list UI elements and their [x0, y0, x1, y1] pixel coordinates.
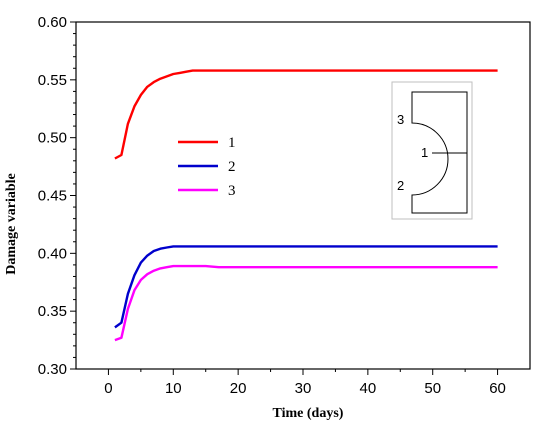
y-tick-label: 0.50 [38, 130, 67, 147]
series-line-2 [114, 245, 498, 329]
inset-border [391, 81, 473, 220]
series-lines [114, 69, 498, 342]
x-tick-label: 20 [230, 380, 247, 397]
y-tick-label: 0.30 [38, 361, 67, 378]
inset-label-1: 1 [421, 145, 428, 160]
inset-diagram: 3 1 2 [391, 81, 473, 220]
legend-label-1: 1 [228, 135, 236, 151]
axes: 0.30 0.35 0.40 0.45 0.50 0.55 0.60 0 10 20 30 40 50 6… [38, 14, 531, 397]
inset-label-3: 3 [397, 112, 404, 127]
legend: 1 2 3 [178, 135, 236, 199]
legend-label-2: 2 [228, 159, 236, 175]
x-axis-title: Time (days) [273, 406, 344, 421]
y-tick-label: 0.40 [38, 245, 67, 262]
y-tick-label: 0.45 [38, 188, 67, 205]
y-axis-title: Damage variable [4, 173, 19, 274]
x-tick-label: 60 [489, 380, 506, 397]
plot-frame [75, 21, 531, 370]
series-line-3 [114, 264, 498, 342]
x-tick-label: 0 [104, 380, 112, 397]
y-tick-label: 0.35 [38, 303, 67, 320]
x-tick-label: 10 [165, 380, 182, 397]
x-tick-label: 30 [295, 380, 312, 397]
y-tick-label: 0.60 [38, 14, 67, 31]
legend-label-3: 3 [228, 183, 236, 199]
inset-outline [411, 91, 468, 214]
series-line-1 [114, 69, 498, 160]
inset-label-2: 2 [397, 178, 404, 193]
x-tick-label: 50 [424, 380, 441, 397]
y-tick-label: 0.55 [38, 72, 67, 89]
x-tick-label: 40 [360, 380, 377, 397]
